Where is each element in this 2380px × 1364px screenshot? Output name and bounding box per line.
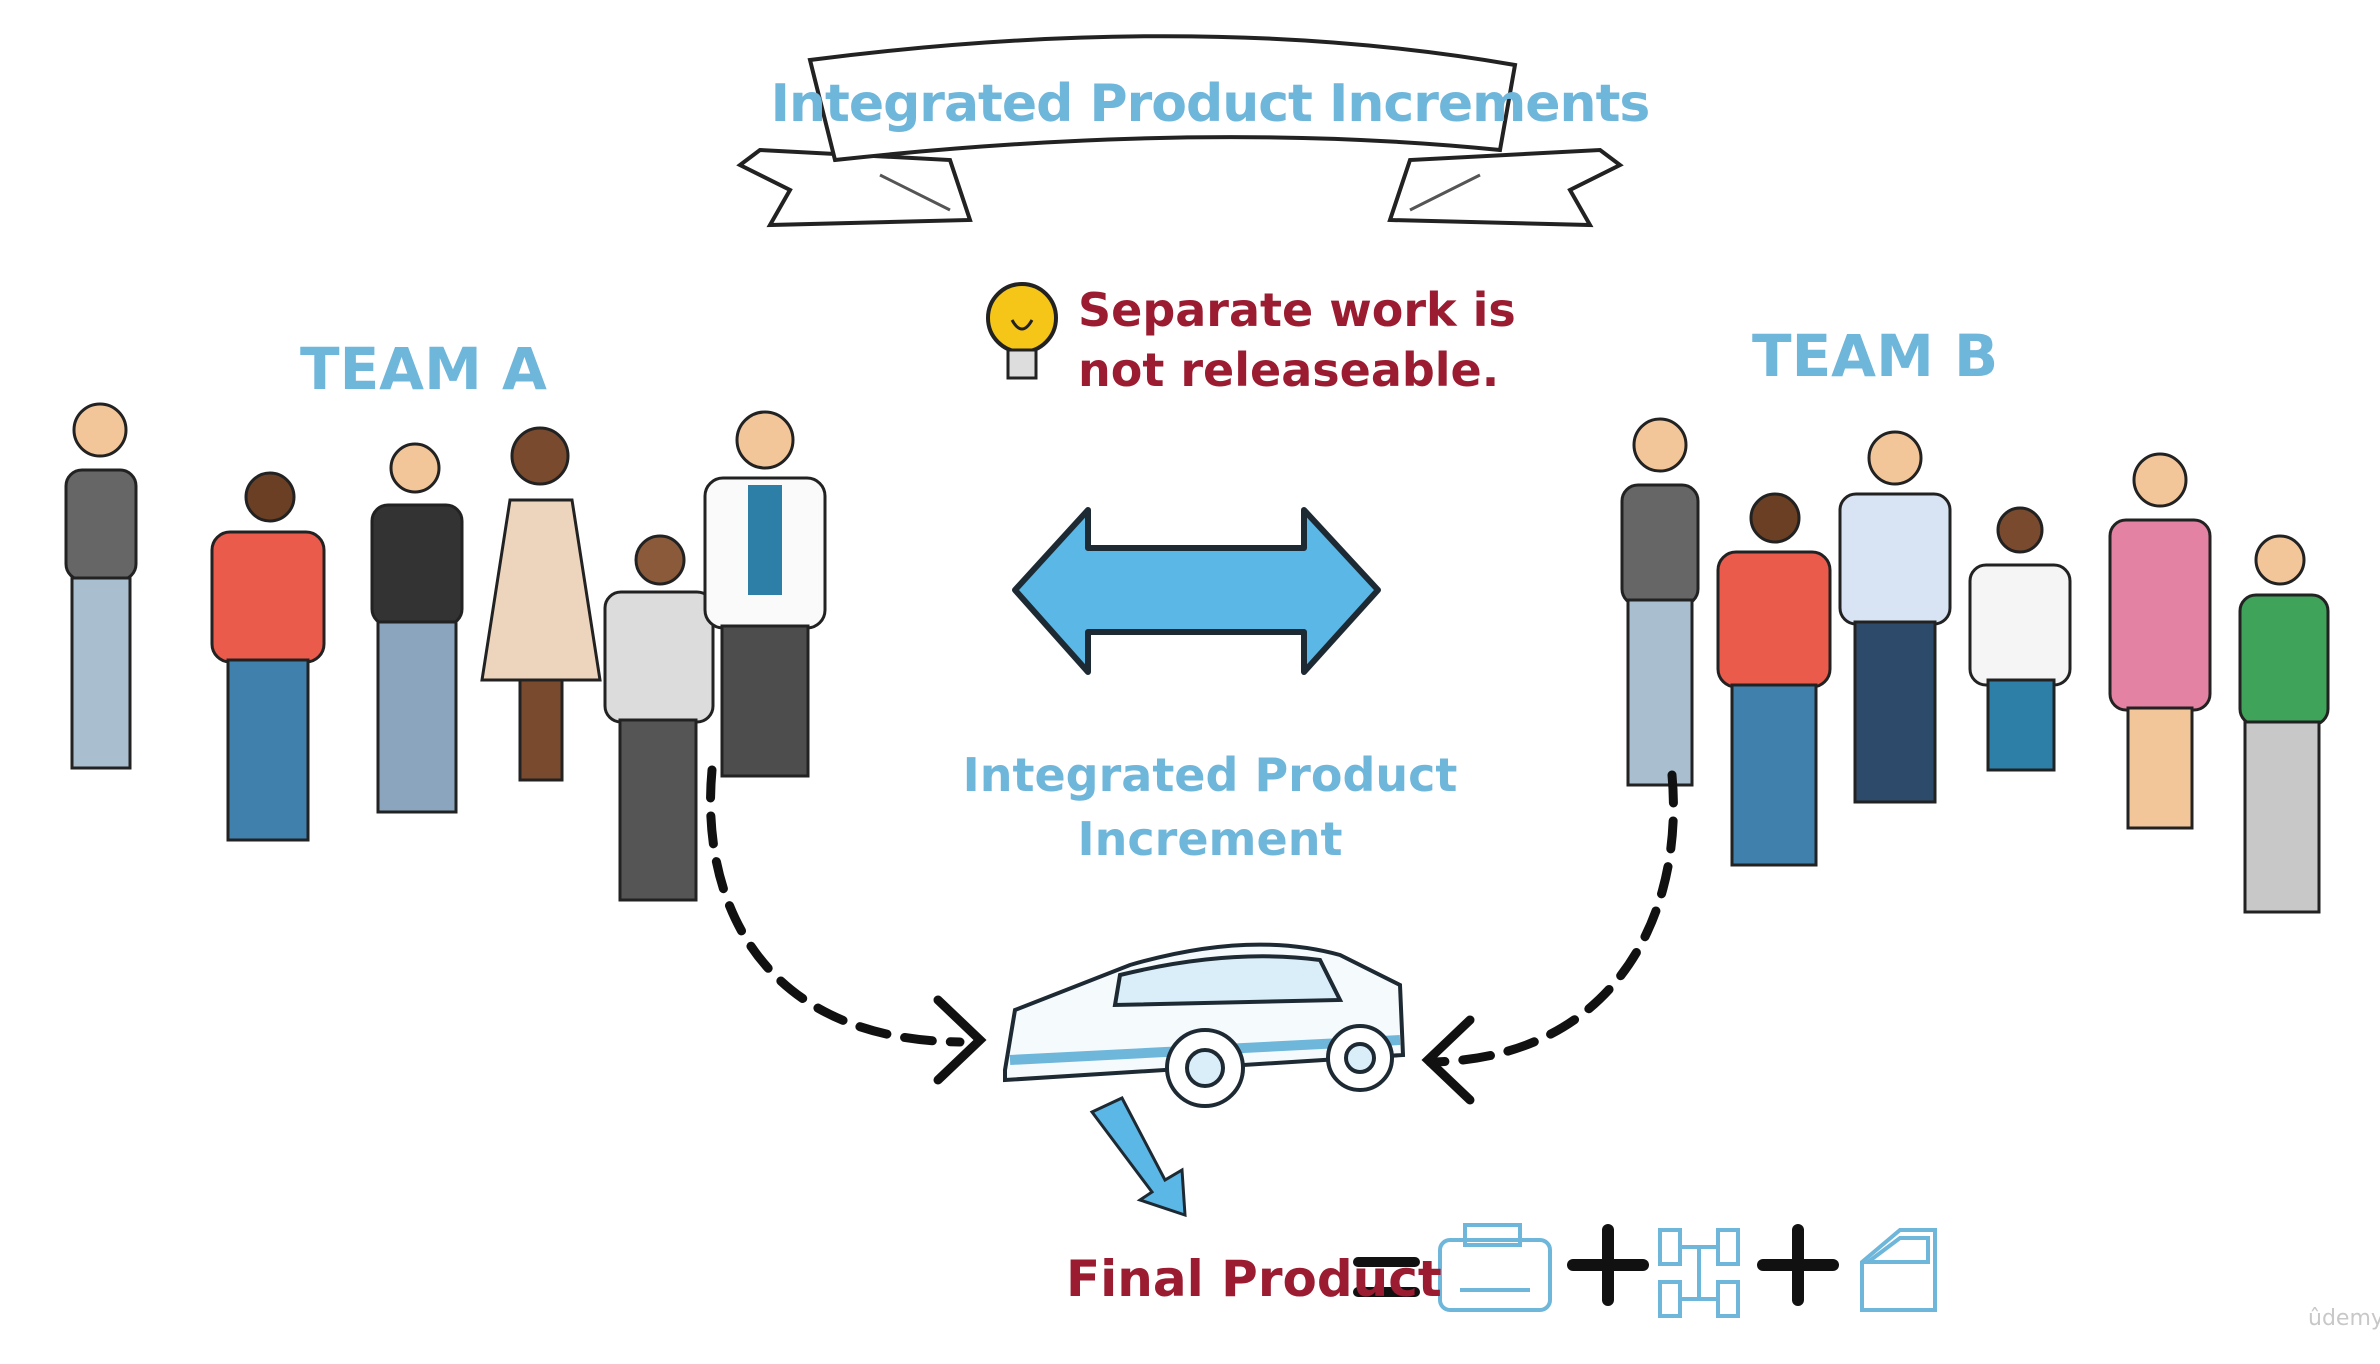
plus-sign bbox=[1757, 1224, 1839, 1306]
note-line-1: Separate work is bbox=[1078, 283, 1516, 337]
team-b-dashed-arrow bbox=[1421, 770, 1678, 1105]
person bbox=[370, 442, 464, 814]
banner-ribbon bbox=[736, 34, 1624, 228]
person bbox=[1716, 492, 1832, 867]
team-a-dashed-arrow bbox=[706, 765, 987, 1085]
double-arrow bbox=[1012, 507, 1381, 675]
person bbox=[703, 410, 827, 778]
team-b-people bbox=[1620, 417, 2330, 914]
increment-label-2: Increment bbox=[1077, 812, 1343, 866]
person bbox=[2238, 534, 2330, 914]
down-right-arrow bbox=[1089, 1096, 1187, 1218]
lightbulb-icon bbox=[986, 282, 1058, 380]
person bbox=[1620, 417, 1700, 787]
note-line-2: not releaseable. bbox=[1078, 343, 1500, 397]
person bbox=[480, 426, 602, 782]
person bbox=[2108, 452, 2212, 830]
team-a-people bbox=[64, 402, 827, 902]
increment-label-1: Integrated Product bbox=[962, 748, 1458, 802]
person bbox=[1968, 506, 2072, 772]
person bbox=[64, 402, 138, 770]
equals-sign bbox=[1353, 1257, 1420, 1297]
person bbox=[210, 471, 326, 842]
plus-sign bbox=[1567, 1224, 1649, 1306]
chassis-icon bbox=[1658, 1228, 1740, 1318]
person bbox=[603, 534, 715, 902]
engine-icon bbox=[1438, 1223, 1552, 1312]
final-product-label: Final Product bbox=[1066, 1250, 1442, 1308]
car-door-icon bbox=[1860, 1228, 1937, 1312]
car-image bbox=[1003, 942, 1406, 1108]
banner-title: Integrated Product Increments bbox=[770, 74, 1651, 134]
team-a-label: TEAM A bbox=[300, 335, 547, 403]
watermark: ûdemy bbox=[2308, 1306, 2380, 1331]
person bbox=[1838, 430, 1952, 804]
team-b-label: TEAM B bbox=[1752, 322, 1999, 390]
